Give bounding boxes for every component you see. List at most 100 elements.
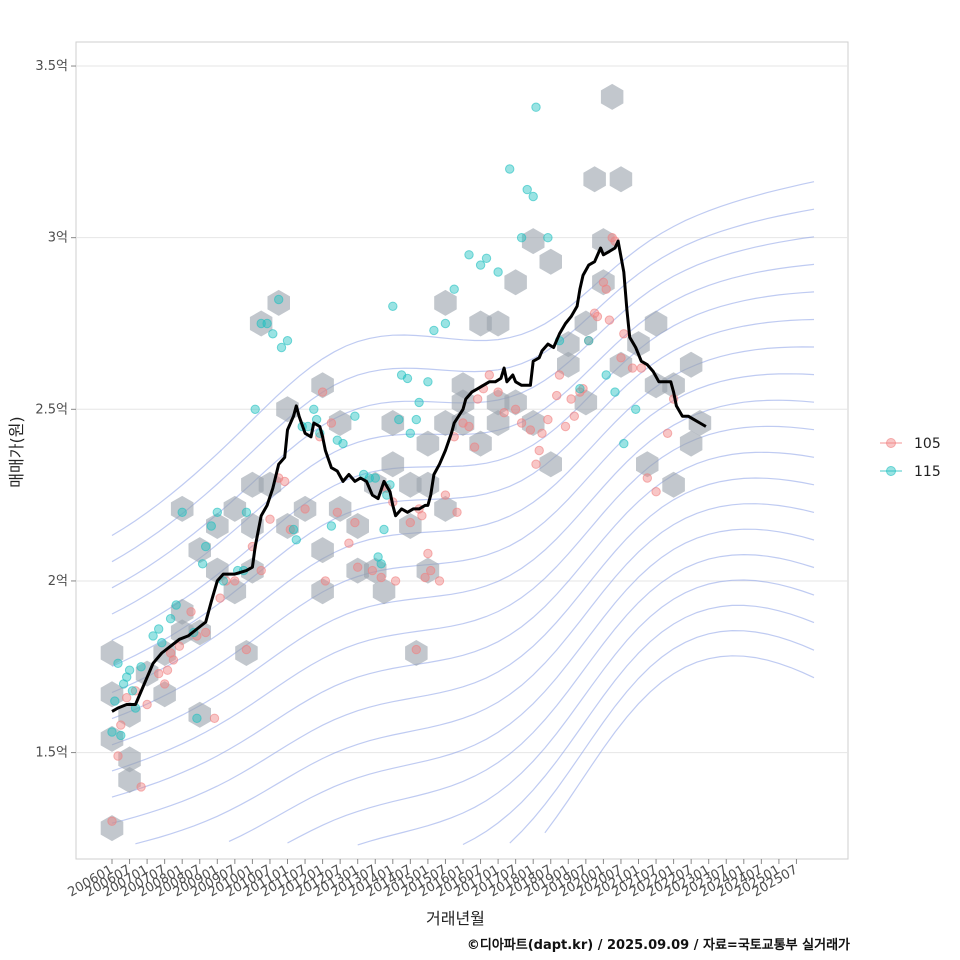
hexbin-cell: [539, 451, 562, 478]
y-axis-title: 매매가(원): [7, 416, 26, 487]
legend-label: 115: [914, 464, 941, 480]
hexbin-cell: [311, 537, 334, 564]
data-point-105: [554, 370, 565, 380]
hexbin-cell: [600, 83, 624, 110]
data-point-105: [510, 404, 521, 414]
x-axis: 2006012006072007012007072008012008072009…: [66, 859, 800, 900]
density-contour: [111, 477, 815, 824]
y-axis: 1.5억 2억 2.5억 3억 3.5억: [35, 59, 76, 761]
data-point-105: [350, 517, 360, 528]
data-point-105: [300, 504, 310, 514]
data-point-115: [531, 102, 541, 112]
density-contour: [544, 655, 815, 834]
data-point-105: [578, 384, 588, 394]
data-point-115: [127, 686, 138, 696]
data-point-105: [531, 459, 541, 469]
data-point-105: [662, 428, 673, 438]
y-tick-label: 2.5억: [35, 402, 68, 417]
hexbin-cell: [364, 557, 387, 584]
data-point-105: [353, 562, 363, 572]
hexbin-cell: [372, 578, 396, 605]
data-point-115: [250, 404, 260, 414]
hexbin-cell: [100, 681, 124, 708]
hexbin-cell: [486, 310, 510, 337]
hexbin-cell: [241, 557, 264, 584]
data-point-105: [116, 720, 126, 730]
hexbin-cell: [679, 430, 703, 457]
hexbin-cell: [399, 513, 422, 539]
x-axis-title: 거래년월: [426, 909, 485, 928]
hexbin-cell: [662, 372, 685, 399]
data-point-115: [276, 342, 287, 353]
data-point-115: [274, 294, 284, 305]
data-point-115: [388, 301, 398, 311]
data-point-115: [136, 662, 146, 672]
hexbin-cell: [346, 557, 369, 584]
hexbin-cell: [235, 640, 258, 666]
data-point-115: [402, 373, 413, 384]
data-point-115: [268, 329, 278, 339]
data-point-115: [505, 164, 515, 174]
hexbin-cell: [170, 495, 194, 522]
data-point-105: [651, 487, 661, 497]
hexbin-cell: [434, 495, 457, 522]
hexbin-cell: [118, 767, 141, 793]
hexbin-cell: [609, 166, 633, 193]
data-point-115: [423, 377, 433, 387]
hexbin-cell: [267, 289, 290, 316]
data-point-105: [201, 627, 211, 638]
data-point-105: [411, 644, 421, 655]
density-contour: [228, 528, 815, 842]
hexbin-cell: [644, 310, 668, 337]
density-contour: [357, 579, 815, 846]
data-point-105: [265, 514, 275, 524]
hexbin-cell: [399, 471, 422, 498]
data-point-115: [405, 428, 415, 438]
density-contour: [135, 503, 815, 845]
data-point-115: [493, 267, 503, 277]
data-point-115: [464, 250, 474, 260]
hexbin-cell: [381, 410, 405, 436]
hexbin-cell: [223, 495, 247, 522]
data-point-105: [543, 414, 553, 425]
data-point-115: [288, 524, 299, 535]
hexbin-cell: [469, 310, 492, 337]
hexbin-cell: [627, 331, 650, 358]
hexbin-cell: [644, 372, 668, 399]
data-point-105: [516, 418, 527, 428]
data-point-115: [429, 325, 439, 336]
data-point-105: [285, 524, 295, 535]
data-point-115: [192, 713, 202, 723]
data-point-115: [201, 541, 211, 552]
hexbin-cell: [170, 598, 194, 625]
data-point-115: [206, 521, 217, 531]
data-point-105: [136, 782, 146, 792]
density-contours: [111, 181, 815, 846]
data-point-115: [601, 370, 611, 380]
data-point-115: [326, 521, 337, 531]
data-point-105: [423, 548, 433, 559]
data-point-105: [552, 390, 562, 401]
data-point-105: [499, 408, 509, 418]
data-point-105: [434, 576, 445, 586]
data-point-115: [481, 253, 492, 263]
hexbin-cell: [469, 430, 492, 457]
legend-key-point: [886, 466, 896, 476]
data-point-105: [209, 713, 220, 723]
density-contour: [111, 451, 815, 798]
hexbin-cell: [662, 471, 685, 498]
data-point-105: [168, 655, 179, 665]
hexbin-cell: [574, 310, 598, 337]
data-point-115: [171, 600, 181, 610]
data-point-105: [598, 277, 609, 287]
data-point-105: [627, 363, 638, 373]
plot-border: [75, 41, 849, 860]
data-point-105: [616, 353, 626, 363]
data-point-105: [165, 648, 176, 658]
data-point-105: [113, 751, 123, 761]
data-point-115: [440, 318, 451, 329]
data-point-105: [332, 507, 342, 517]
data-point-115: [241, 507, 252, 517]
data-point-105: [642, 473, 652, 483]
